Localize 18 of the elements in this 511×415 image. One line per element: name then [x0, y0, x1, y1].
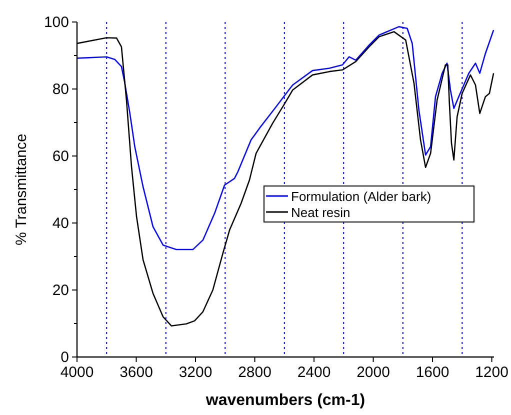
x-tick-label: 2000	[356, 364, 390, 381]
y-tick-label: 80	[52, 81, 69, 98]
y-tick-label: 100	[44, 14, 69, 31]
x-tick-label: 2400	[297, 364, 331, 381]
x-tick-label: 2800	[238, 364, 272, 381]
y-tick-label: 60	[52, 148, 69, 165]
y-tick-label: 20	[52, 282, 69, 299]
legend-label: Neat resin	[291, 205, 350, 220]
x-tick-label: 1200	[475, 364, 508, 381]
legend-label: Formulation (Alder bark)	[291, 189, 432, 204]
x-tick-label: 1600	[416, 364, 450, 381]
y-tick-label: 0	[60, 349, 69, 366]
x-axis-title: wavenumbers (cm-1)	[204, 392, 366, 409]
y-axis-title: % Transmittance	[13, 134, 30, 246]
x-tick-label: 3600	[120, 364, 153, 381]
x-tick-label: 4000	[60, 364, 94, 381]
x-tick-label: 3200	[178, 364, 212, 381]
y-tick-label: 40	[52, 215, 69, 232]
